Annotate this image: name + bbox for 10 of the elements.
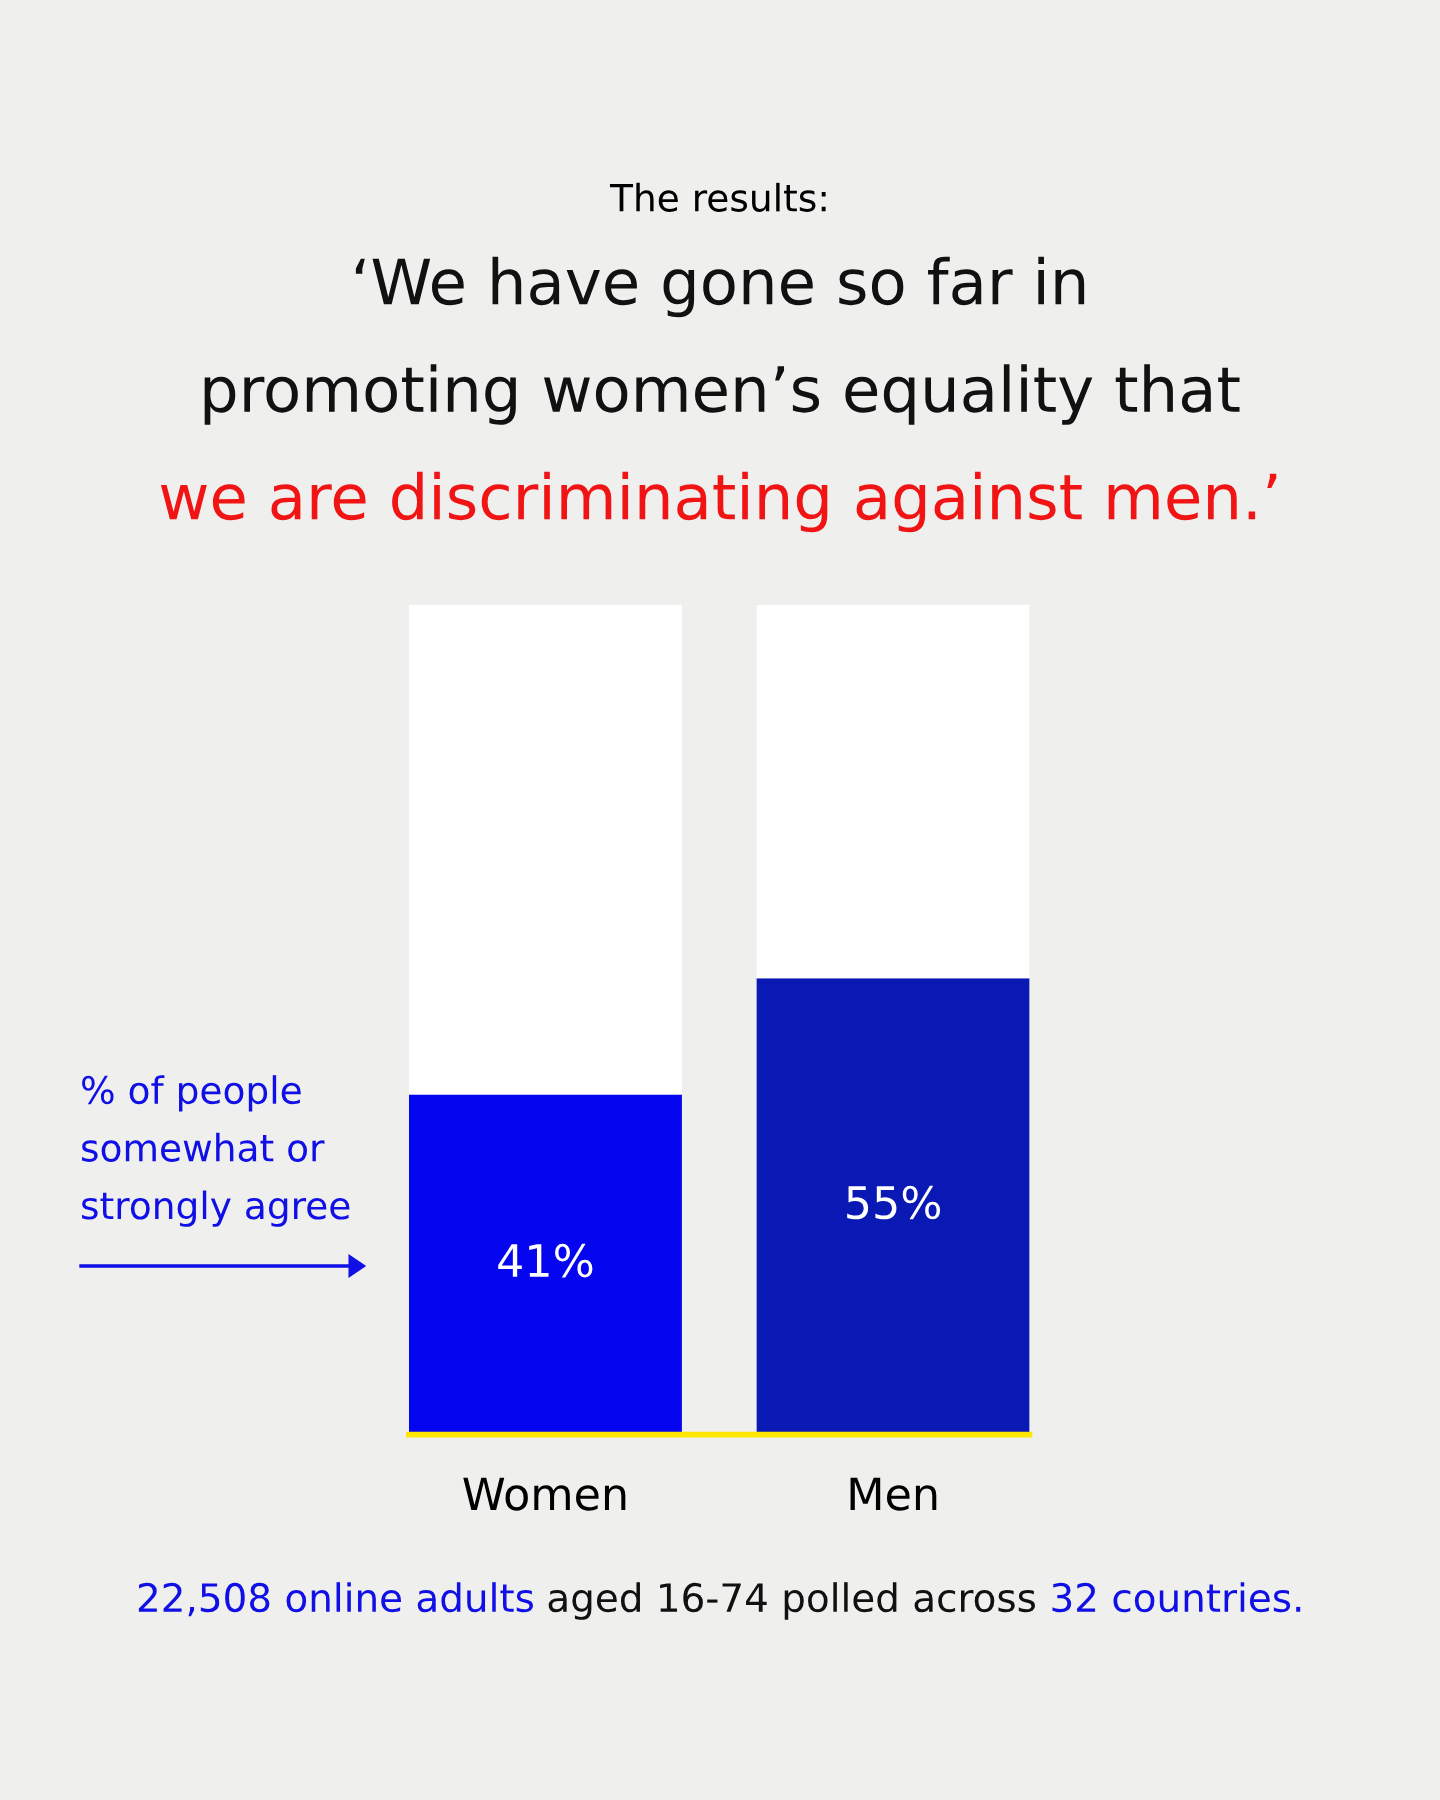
x-tick-label: Women	[463, 1477, 626, 1511]
text: 22,508 online adults	[138, 1582, 533, 1617]
data-label: 41%	[498, 1243, 593, 1278]
text: aged 16-74 polled across	[548, 1582, 1036, 1620]
text: % of people somewhat or strongly agree	[82, 1075, 350, 1227]
chart-title: The results:	[609, 182, 826, 212]
text: 32 countries.	[1052, 1582, 1301, 1613]
x-tick-label: Men	[850, 1477, 937, 1511]
data-label: 55%	[847, 1185, 941, 1220]
chart-subtitle: ‘We have gone so far in promoting women’s equality that we are discriminating against men.’	[160, 256, 1277, 533]
